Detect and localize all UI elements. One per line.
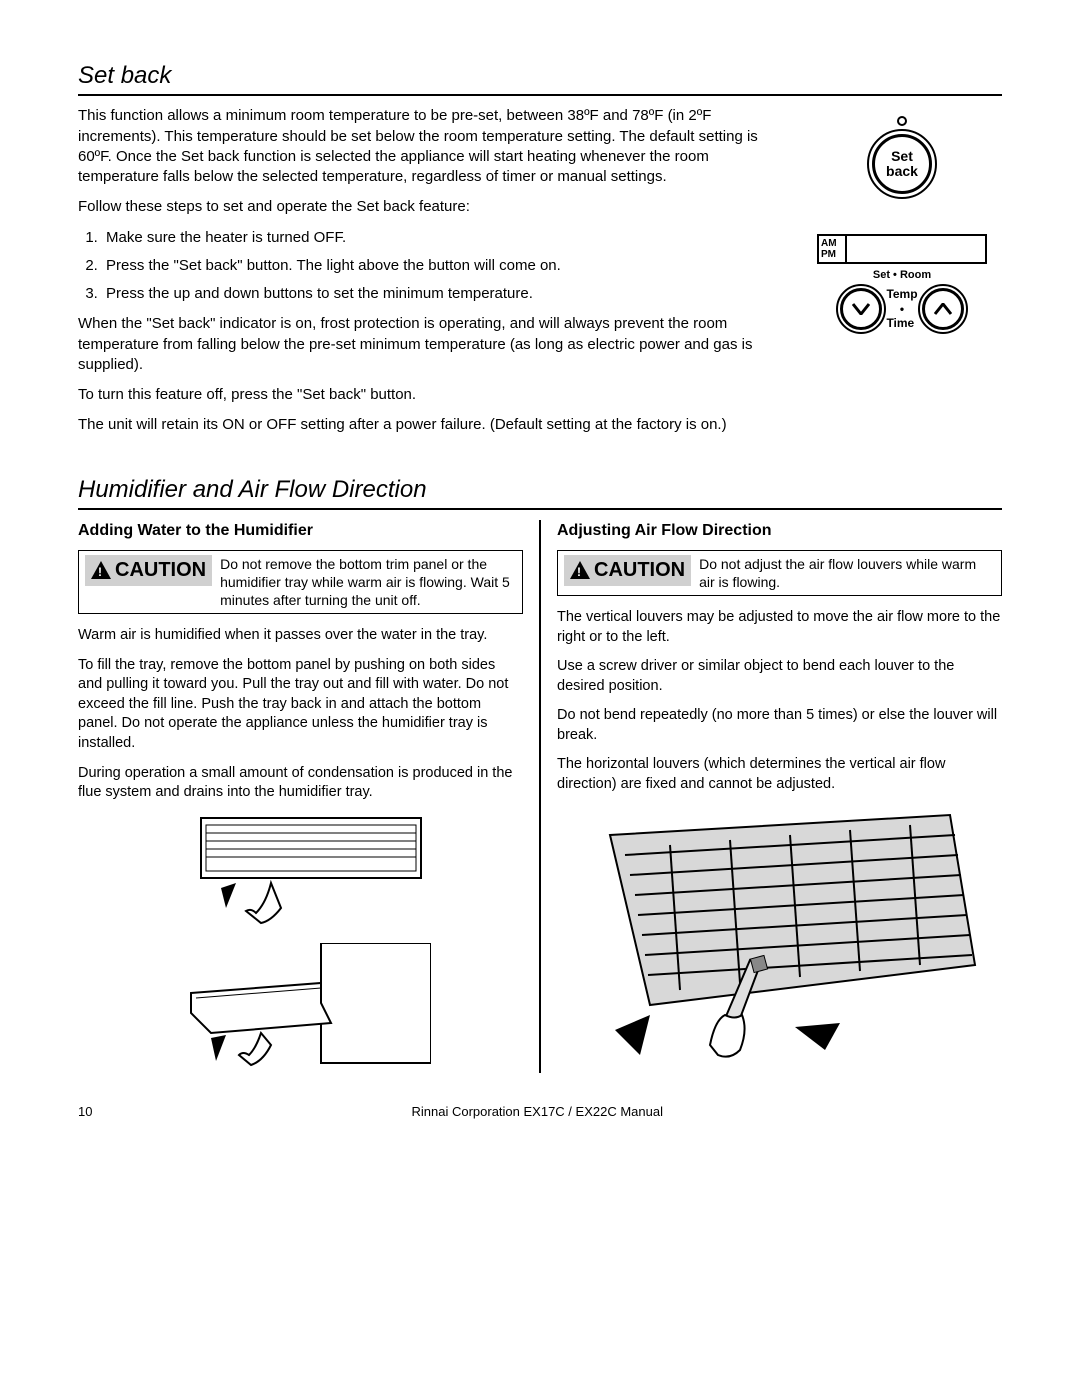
- lcd-pm: PM: [821, 249, 843, 260]
- section-title-humidifier: Humidifier and Air Flow Direction: [78, 474, 1002, 510]
- setback-step: Press the "Set back" button. The light a…: [102, 256, 782, 276]
- hum-left-p3: During operation a small amount of conde…: [78, 764, 523, 803]
- set-room-label: Set • Room: [817, 268, 987, 283]
- hum-right-p1: The vertical louvers may be adjusted to …: [557, 608, 1002, 647]
- page-footer: 10 Rinnai Corporation EX17C / EX22C Manu…: [78, 1103, 1002, 1121]
- setback-content: This function allows a minimum room temp…: [78, 106, 1002, 445]
- setback-follow: Follow these steps to set and operate th…: [78, 197, 782, 217]
- down-arrow-button-icon: [840, 288, 882, 330]
- footer-spacer: [982, 1103, 1002, 1121]
- hum-right-p3: Do not bend repeatedly (no more than 5 t…: [557, 706, 1002, 745]
- column-right: Adjusting Air Flow Direction CAUTION Do …: [539, 520, 1002, 1073]
- section-title-setback: Set back: [78, 60, 1002, 96]
- setback-button-label: Set back: [875, 149, 929, 180]
- setback-icons: Set back AM PM Set • Room Temp • Time: [802, 106, 1002, 445]
- caution-text: Do not adjust the air flow louvers while…: [699, 555, 995, 591]
- temp-label: Temp: [886, 287, 917, 301]
- setback-step: Press the up and down buttons to set the…: [102, 284, 782, 304]
- hum-right-p2: Use a screw driver or similar object to …: [557, 657, 1002, 696]
- setback-intro: This function allows a minimum room temp…: [78, 106, 782, 187]
- setback-text: This function allows a minimum room temp…: [78, 106, 782, 445]
- illustration-louvers: [557, 805, 1002, 1065]
- footer-text: Rinnai Corporation EX17C / EX22C Manual: [92, 1103, 982, 1121]
- led-icon: [897, 116, 907, 126]
- dot-label: •: [886, 302, 917, 316]
- setback-frost: When the "Set back" indicator is on, fro…: [78, 314, 782, 375]
- setback-step: Make sure the heater is turned OFF.: [102, 228, 782, 248]
- caution-box-left: CAUTION Do not remove the bottom trim pa…: [78, 550, 523, 615]
- caution-word: CAUTION: [594, 557, 685, 584]
- lcd-am: AM: [821, 238, 843, 249]
- lcd-ampm: AM PM: [819, 236, 847, 262]
- setback-button-icon: Set back: [872, 134, 932, 194]
- caution-box-right: CAUTION Do not adjust the air flow louve…: [557, 550, 1002, 596]
- caution-label: CAUTION: [564, 555, 691, 586]
- hum-left-p2: To fill the tray, remove the bottom pane…: [78, 656, 523, 754]
- setback-button-group: Set back: [872, 116, 932, 194]
- lcd-blank: [847, 236, 985, 262]
- tray-removal-icon: [171, 943, 431, 1073]
- hum-right-p4: The horizontal louvers (which determines…: [557, 755, 1002, 794]
- louver-adjust-icon: [580, 805, 980, 1065]
- setback-steps: Make sure the heater is turned OFF. Pres…: [102, 228, 782, 305]
- arrow-buttons: Temp • Time: [817, 287, 987, 330]
- two-column-layout: Adding Water to the Humidifier CAUTION D…: [78, 520, 1002, 1073]
- panel-removal-icon: [171, 813, 431, 933]
- subhead-adding-water: Adding Water to the Humidifier: [78, 520, 523, 542]
- lcd-display: AM PM: [817, 234, 987, 264]
- hum-left-p1: Warm air is humidified when it passes ov…: [78, 626, 523, 646]
- column-left: Adding Water to the Humidifier CAUTION D…: [78, 520, 539, 1073]
- setback-turnoff: To turn this feature off, press the "Set…: [78, 385, 782, 405]
- up-arrow-button-icon: [922, 288, 964, 330]
- temp-panel: AM PM Set • Room Temp • Time: [817, 234, 987, 330]
- warning-triangle-icon: [91, 561, 111, 579]
- page-number: 10: [78, 1103, 92, 1121]
- caution-label: CAUTION: [85, 555, 212, 586]
- temp-time-labels: Temp • Time: [886, 287, 917, 330]
- warning-triangle-icon: [570, 561, 590, 579]
- subhead-airflow: Adjusting Air Flow Direction: [557, 520, 1002, 542]
- caution-text: Do not remove the bottom trim panel or t…: [220, 555, 516, 610]
- time-label: Time: [886, 316, 917, 330]
- caution-word: CAUTION: [115, 557, 206, 584]
- setback-retain: The unit will retain its ON or OFF setti…: [78, 415, 782, 435]
- illustration-humidifier: [78, 813, 523, 1073]
